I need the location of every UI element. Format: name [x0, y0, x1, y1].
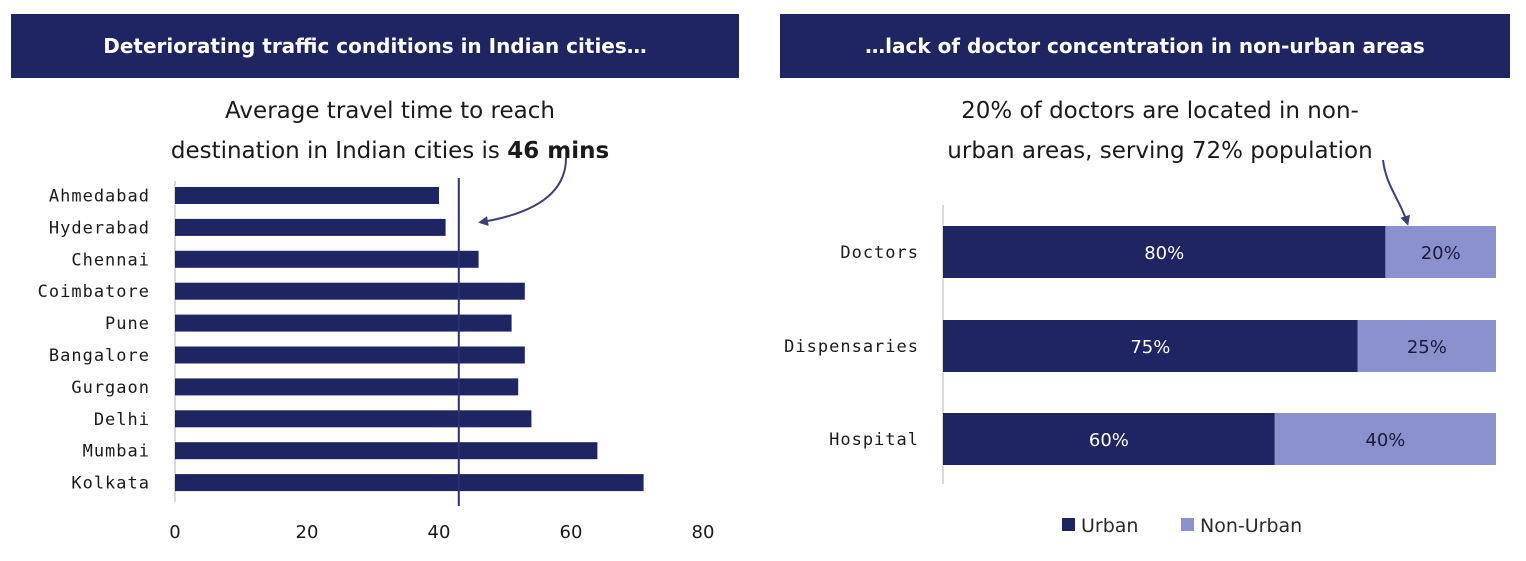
- bar-pune: [175, 314, 512, 332]
- left-subtitle-line2: destination in Indian cities is 46 mins: [100, 131, 680, 171]
- left-callout-arrow: [478, 157, 567, 226]
- category-label-coimbatore: Coimbatore: [38, 282, 150, 302]
- bar-mumbai: [175, 442, 598, 460]
- legend-swatch-urban: [1062, 518, 1075, 531]
- category-label-hyderabad: Hyderabad: [49, 218, 150, 238]
- right-callout-arrow: [1382, 159, 1410, 226]
- right-panel-subtitle: 20% of doctors are located in non- urban…: [880, 91, 1440, 171]
- right-panel-header: …lack of doctor concentration in non-urb…: [780, 14, 1510, 78]
- bar-hyderabad: [175, 218, 446, 236]
- data-label-dispensaries-non-urban: 25%: [1407, 337, 1447, 358]
- x-tick-20: 20: [296, 522, 319, 543]
- x-tick-80: 80: [692, 522, 715, 543]
- bar-dispensaries-non-urban: [1357, 320, 1496, 372]
- bar-chennai: [175, 250, 479, 268]
- bar-hospital-urban: [943, 413, 1275, 465]
- category-label-pune: Pune: [105, 314, 150, 334]
- data-label-hospital-urban: 60%: [1089, 430, 1129, 451]
- category-label-gurgaon: Gurgaon: [71, 378, 150, 398]
- doctor-distribution-chart: 80% 20% Doctors 75% 25% Dispensaries 60% 40% Hos…: [784, 205, 1496, 537]
- category-label-ahmedabad: Ahmedabad: [49, 187, 150, 207]
- bar-bangalore: [175, 346, 525, 364]
- category-label-chennai: Chennai: [71, 250, 150, 270]
- left-subtitle-line2-prefix: destination in Indian cities is: [170, 138, 508, 164]
- category-label-mumbai: Mumbai: [83, 442, 150, 462]
- left-panel-subtitle: Average travel time to reach destination…: [100, 91, 680, 171]
- data-label-doctors-urban: 80%: [1144, 243, 1184, 264]
- category-label-kolkata: Kolkata: [71, 474, 150, 494]
- right-subtitle-line2: urban areas, serving 72% population: [947, 138, 1373, 164]
- data-label-doctors-non-urban: 20%: [1421, 243, 1461, 264]
- left-subtitle-line1: Average travel time to reach: [225, 98, 555, 124]
- x-tick-60: 60: [560, 522, 583, 543]
- category-label-dispensaries: Dispensaries: [784, 337, 919, 357]
- x-tick-40: 40: [428, 522, 451, 543]
- right-subtitle-line1: 20% of doctors are located in non-: [961, 98, 1359, 124]
- bar-kolkata: [175, 474, 644, 492]
- travel-time-chart: Ahmedabad Hyderabad Chennai Coimbatore Pune B…: [38, 178, 715, 543]
- bar-dispensaries-urban: [943, 320, 1358, 372]
- legend-label-urban: Urban: [1081, 515, 1138, 537]
- category-label-bangalore: Bangalore: [49, 346, 150, 366]
- category-label-hospital: Hospital: [829, 430, 919, 450]
- data-label-dispensaries-urban: 75%: [1130, 337, 1170, 358]
- x-tick-0: 0: [169, 522, 180, 543]
- bar-delhi: [175, 410, 532, 428]
- bar-doctors-non-urban: [1385, 226, 1496, 278]
- category-label-delhi: Delhi: [94, 410, 150, 430]
- data-label-hospital-non-urban: 40%: [1365, 430, 1405, 451]
- legend-label-non-urban: Non-Urban: [1200, 515, 1302, 537]
- left-subtitle-highlight: 46 mins: [507, 138, 610, 164]
- bar-ahmedabad: [175, 187, 439, 204]
- legend-swatch-non-urban: [1181, 518, 1194, 531]
- category-label-doctors: Doctors: [840, 243, 919, 263]
- left-panel-header: Deteriorating traffic conditions in Indi…: [11, 14, 739, 78]
- bar-doctors-urban: [943, 226, 1386, 278]
- bar-gurgaon: [175, 378, 519, 396]
- bar-hospital-non-urban: [1274, 413, 1496, 465]
- bar-coimbatore: [175, 282, 525, 300]
